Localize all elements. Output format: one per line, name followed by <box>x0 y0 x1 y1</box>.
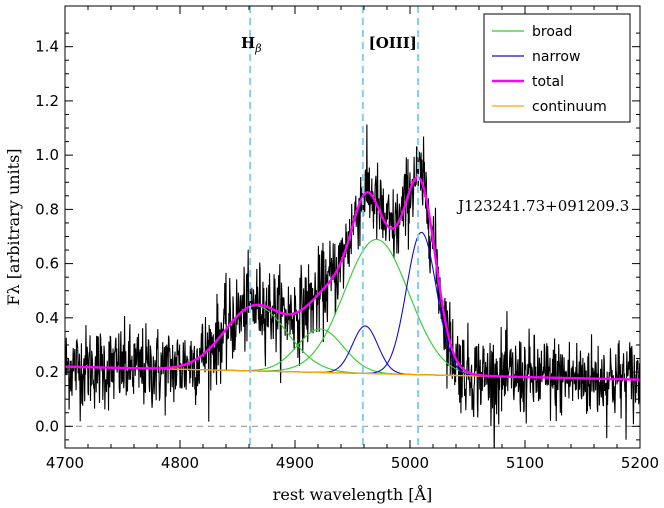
hbeta-subscript: β <box>254 42 261 55</box>
legend-label-continuum: continuum <box>532 99 607 115</box>
x-tick-label: 5100 <box>506 454 544 472</box>
y-axis-label: Fλ [arbitrary units] <box>4 148 23 305</box>
legend-label-total: total <box>532 74 564 90</box>
y-tick-label: 1.4 <box>35 38 59 56</box>
oiii-label: [OIII] <box>369 34 417 52</box>
y-tick-label: 0.4 <box>35 309 59 327</box>
legend-label-narrow: narrow <box>532 49 580 65</box>
legend: broad narrow total continuum <box>483 13 631 123</box>
y-tick-label: 0.8 <box>35 200 59 218</box>
x-tick-label: 4700 <box>46 454 84 472</box>
legend-box <box>483 13 631 123</box>
y-tick-label: 1.0 <box>35 146 59 164</box>
x-tick-label: 5000 <box>391 454 429 472</box>
y-tick-label: 0.6 <box>35 255 59 273</box>
total-fit-line <box>65 176 640 381</box>
observed-spectrum-line <box>65 124 640 448</box>
x-tick-label: 4800 <box>161 454 199 472</box>
hbeta-label: Hβ <box>241 34 262 55</box>
x-tick-label: 5200 <box>621 454 659 472</box>
x-tick-label: 4900 <box>276 454 314 472</box>
plot-frame <box>64 5 641 449</box>
y-tick-label: 0.0 <box>35 417 59 435</box>
plot-area <box>65 6 640 448</box>
y-tick-label: 0.2 <box>35 363 59 381</box>
x-axis-label: rest wavelength [Å] <box>273 484 433 504</box>
object-name-label: J123241.73+091209.3 <box>456 197 629 215</box>
legend-label-broad: broad <box>532 24 572 40</box>
y-tick-label: 1.2 <box>35 92 59 110</box>
